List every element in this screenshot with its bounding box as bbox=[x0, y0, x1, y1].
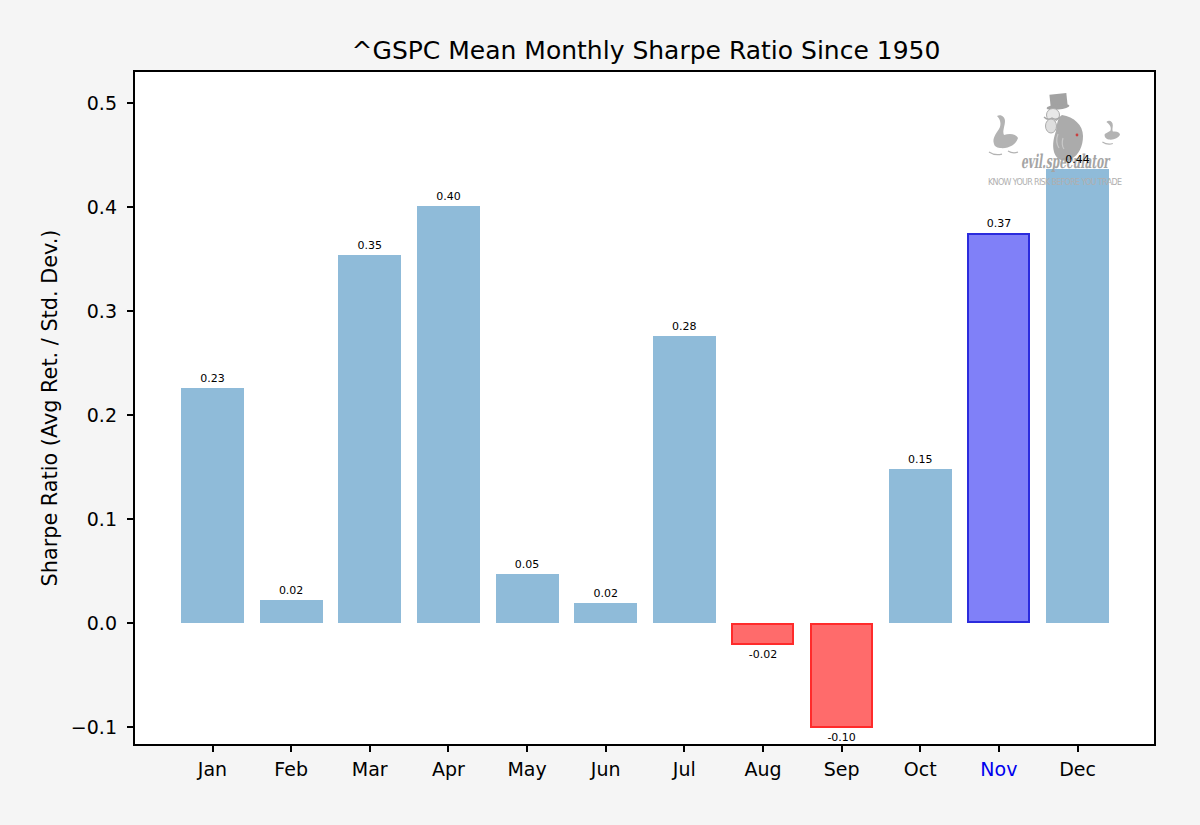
x-tick-mark bbox=[762, 746, 764, 752]
x-tick-mark bbox=[526, 746, 528, 752]
y-tick-mark bbox=[127, 518, 133, 520]
swan-left-icon bbox=[989, 115, 1018, 154]
y-tick-label: 0.0 bbox=[47, 612, 117, 634]
bar-mar bbox=[338, 255, 401, 623]
y-tick-mark bbox=[127, 414, 133, 416]
bar-jul bbox=[653, 336, 716, 623]
x-tick-label-jul: Jul bbox=[639, 759, 729, 779]
bar-jun bbox=[574, 603, 637, 623]
bar-value-label: 0.05 bbox=[492, 558, 562, 571]
x-tick-mark bbox=[683, 746, 685, 752]
watermark: evil.speculator KNOW YOUR RISK BEFORE YO… bbox=[980, 88, 1130, 193]
bar-feb bbox=[260, 600, 323, 623]
chart-title: ^GSPC Mean Monthly Sharpe Ratio Since 19… bbox=[352, 36, 941, 66]
bar-may bbox=[496, 574, 559, 623]
x-tick-label-jun: Jun bbox=[561, 759, 651, 779]
x-tick-mark bbox=[998, 746, 1000, 752]
x-tick-mark bbox=[447, 746, 449, 752]
bar-value-label: -0.02 bbox=[728, 648, 798, 661]
figure: ^GSPC Mean Monthly Sharpe Ratio Since 19… bbox=[0, 0, 1200, 825]
bar-aug bbox=[731, 623, 794, 645]
bar-oct bbox=[889, 469, 952, 623]
x-tick-mark bbox=[919, 746, 921, 752]
bar-apr bbox=[417, 206, 480, 623]
bar-value-label: -0.10 bbox=[807, 731, 877, 744]
y-tick-label: −0.1 bbox=[47, 716, 117, 738]
x-tick-mark bbox=[369, 746, 371, 752]
x-tick-label-apr: Apr bbox=[403, 759, 493, 779]
bar-value-label: 0.02 bbox=[256, 584, 326, 597]
x-tick-label-may: May bbox=[482, 759, 572, 779]
y-tick-mark bbox=[127, 206, 133, 208]
bar-value-label: 0.23 bbox=[178, 372, 248, 385]
bar-value-label: 0.28 bbox=[649, 320, 719, 333]
x-tick-mark bbox=[290, 746, 292, 752]
bar-value-label: 0.40 bbox=[413, 190, 483, 203]
y-tick-label: 0.4 bbox=[47, 196, 117, 218]
swan-right-icon bbox=[1102, 121, 1120, 144]
y-tick-mark bbox=[127, 102, 133, 104]
bar-sep bbox=[810, 623, 873, 728]
bar-value-label: 0.35 bbox=[335, 239, 405, 252]
x-tick-mark bbox=[1077, 746, 1079, 752]
y-tick-label: 0.5 bbox=[47, 92, 117, 114]
x-tick-label-mar: Mar bbox=[325, 759, 415, 779]
y-tick-label: 0.2 bbox=[47, 404, 117, 426]
x-tick-mark bbox=[212, 746, 214, 752]
x-tick-mark bbox=[605, 746, 607, 752]
y-tick-label: 0.1 bbox=[47, 508, 117, 530]
watermark-tagline: KNOW YOUR RISK BEFORE YOU TRADE bbox=[988, 178, 1122, 187]
bar-jan bbox=[181, 388, 244, 623]
x-tick-label-jan: Jan bbox=[168, 759, 258, 779]
bar-value-label: 0.37 bbox=[964, 217, 1034, 230]
y-tick-label: 0.3 bbox=[47, 300, 117, 322]
x-tick-label-nov: Nov bbox=[954, 759, 1044, 779]
bar-nov bbox=[967, 233, 1030, 623]
x-tick-mark bbox=[841, 746, 843, 752]
x-tick-label-feb: Feb bbox=[246, 759, 336, 779]
y-tick-mark bbox=[127, 726, 133, 728]
x-tick-label-oct: Oct bbox=[875, 759, 965, 779]
x-tick-label-sep: Sep bbox=[797, 759, 887, 779]
y-tick-mark bbox=[127, 310, 133, 312]
bar-value-label: 0.02 bbox=[571, 587, 641, 600]
bar-dec bbox=[1046, 169, 1109, 623]
bar-value-label: 0.44 bbox=[1043, 153, 1113, 166]
y-tick-mark bbox=[127, 622, 133, 624]
x-tick-label-dec: Dec bbox=[1033, 759, 1123, 779]
x-tick-label-aug: Aug bbox=[718, 759, 808, 779]
bar-value-label: 0.15 bbox=[885, 453, 955, 466]
